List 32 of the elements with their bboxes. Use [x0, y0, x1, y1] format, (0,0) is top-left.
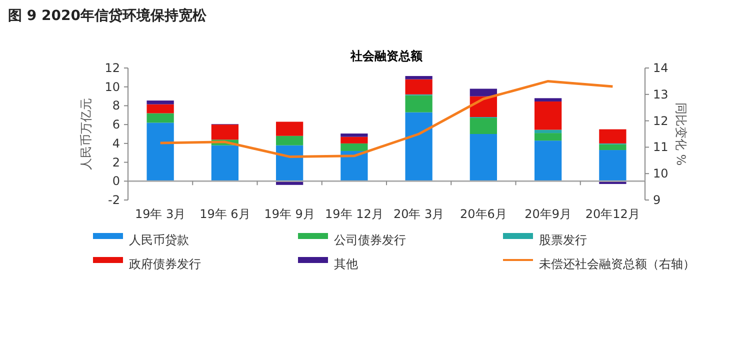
legend-label: 人民币贷款	[129, 233, 189, 247]
y-tick-label: 12	[104, 61, 120, 75]
y-tick-label: 8	[112, 98, 120, 113]
y2-tick-label: 13	[653, 87, 668, 102]
y-axis-title: 人民币万亿元	[79, 98, 93, 170]
legend-label: 未偿还社会融资总额（右轴）	[539, 257, 695, 271]
legend-label: 政府债券发行	[129, 257, 201, 271]
y-tick-label: 10	[104, 80, 120, 94]
y2-tick-label: 10	[653, 166, 668, 181]
legend-label: 公司债券发行	[334, 233, 406, 247]
y2-tick-label: 9	[653, 193, 661, 207]
y-tick-label: 6	[112, 118, 120, 132]
x-tick-label: 20年6月	[460, 207, 507, 221]
y-tick-label: 0	[112, 174, 120, 188]
legend-label: 其他	[334, 257, 358, 271]
y2-axis-title: 同比变化 %	[674, 102, 688, 166]
y-tick-label: 4	[112, 136, 120, 150]
x-tick-label: 20年 3月	[393, 207, 444, 221]
x-tick-label: 19年 9月	[264, 207, 315, 221]
x-tick-label: 19年 12月	[325, 207, 384, 221]
y-tick-label: -2	[108, 193, 120, 207]
legend-label: 股票发行	[539, 233, 587, 247]
x-tick-label: 20年12月	[585, 207, 640, 221]
y2-tick-label: 12	[653, 114, 668, 128]
chart-subtitle: 社会融资总额	[350, 49, 424, 63]
y-tick-label: 2	[112, 155, 120, 170]
x-tick-label: 19年 6月	[200, 207, 250, 221]
y2-tick-label: 14	[653, 61, 668, 75]
y2-tick-label: 11	[653, 140, 668, 154]
x-tick-label: 20年9月	[524, 207, 572, 221]
chart-title: 图 9 2020年信贷环境保持宽松	[8, 7, 208, 24]
x-tick-label: 19年 3月	[134, 207, 186, 221]
